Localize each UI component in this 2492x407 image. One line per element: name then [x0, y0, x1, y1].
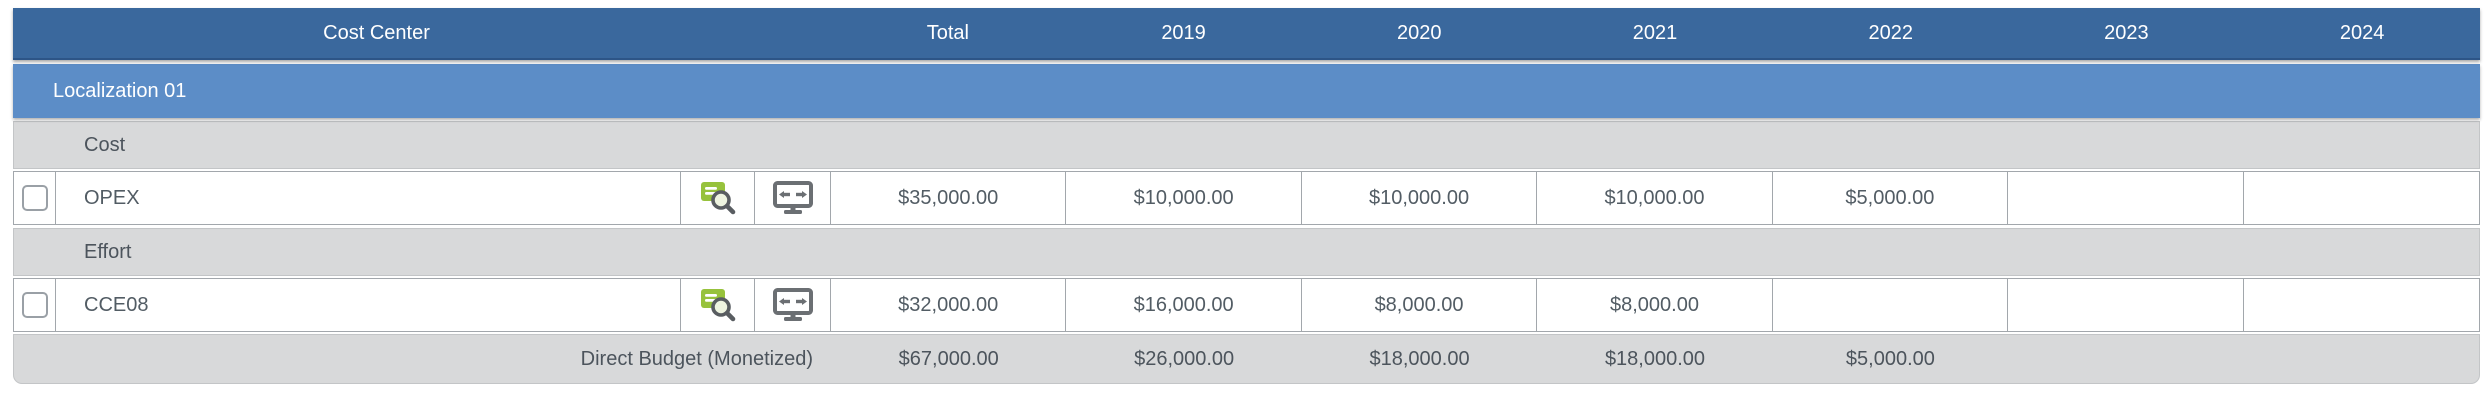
row-checkbox-cce08[interactable] [21, 292, 48, 318]
cost-center-name-cell: OPEX [56, 172, 681, 224]
checkbox-cell [14, 279, 56, 331]
section-row-effort: Effort [13, 228, 2480, 276]
column-header-2023: 2023 [2104, 21, 2149, 44]
total-cell-2019: $26,000.00 [1134, 347, 1235, 370]
value-cell-2019[interactable]: $10,000.00 [1066, 172, 1302, 224]
budget-table: Cost Center Total 2019 2020 2021 2022 20… [13, 8, 2480, 384]
value-cell-2023[interactable] [2008, 172, 2244, 224]
column-header-2021: 2021 [1632, 21, 1678, 44]
notes-magnifier-icon [700, 182, 735, 215]
data-row-cce08: CCE08 $32,000.00 $16,000.00 $8,0 [13, 278, 2480, 332]
column-header-2020: 2020 [1397, 21, 1442, 44]
row-checkbox-opex[interactable] [21, 185, 48, 211]
value-cell-total[interactable]: $35,000.00 [831, 172, 1067, 224]
data-row-opex: OPEX $35,000.00 $10,000.00 $10,0 [13, 171, 2480, 225]
table-header-row: Cost Center Total 2019 2020 2021 2022 20… [13, 8, 2480, 60]
total-cell-2024 [2244, 335, 2479, 383]
total-cell-total: $67,000.00 [898, 347, 999, 370]
column-header-2022: 2022 [1868, 21, 1913, 44]
section-label: Cost [84, 133, 126, 156]
column-header-2019: 2019 [1161, 21, 1206, 44]
cost-center-name-cell: CCE08 [56, 279, 681, 331]
value-cell-2021[interactable]: $8,000.00 [1537, 279, 1773, 331]
value-cell-2024[interactable] [2244, 279, 2479, 331]
notes-magnifier-icon [700, 289, 735, 322]
monitor-spread-icon [772, 288, 813, 321]
distribute-values-button[interactable] [755, 172, 831, 224]
group-row-label: Localization 01 [53, 79, 187, 102]
column-header-cost-center: Cost Center [323, 21, 430, 44]
monitor-spread-icon [772, 181, 813, 214]
view-details-button[interactable] [681, 172, 755, 224]
column-header-2024: 2024 [2339, 21, 2385, 44]
value-cell-2020[interactable]: $8,000.00 [1302, 279, 1538, 331]
section-label: Effort [84, 240, 132, 263]
value-cell-2022[interactable]: $5,000.00 [1773, 172, 2009, 224]
value-cell-2024[interactable] [2244, 172, 2479, 224]
section-row-cost: Cost [13, 121, 2480, 169]
value-cell-2020[interactable]: $10,000.00 [1302, 172, 1538, 224]
total-cell-2023 [2008, 335, 2243, 383]
value-cell-2021[interactable]: $10,000.00 [1537, 172, 1773, 224]
checkbox-cell [14, 172, 56, 224]
value-cell-2022[interactable] [1773, 279, 2009, 331]
group-row-localization-01[interactable]: Localization 01 [13, 64, 2480, 118]
value-cell-total[interactable]: $32,000.00 [831, 279, 1067, 331]
totals-row: Direct Budget (Monetized) $67,000.00 $26… [13, 334, 2480, 384]
total-cell-2021: $18,000.00 [1604, 347, 1706, 370]
total-cell-2022: $5,000.00 [1845, 347, 1935, 370]
distribute-values-button[interactable] [755, 279, 831, 331]
total-cell-2020: $18,000.00 [1369, 347, 1470, 370]
value-cell-2023[interactable] [2008, 279, 2244, 331]
value-cell-2019[interactable]: $16,000.00 [1066, 279, 1302, 331]
column-header-total: Total [926, 21, 969, 44]
view-details-button[interactable] [681, 279, 755, 331]
totals-row-label: Direct Budget (Monetized) [580, 347, 813, 370]
